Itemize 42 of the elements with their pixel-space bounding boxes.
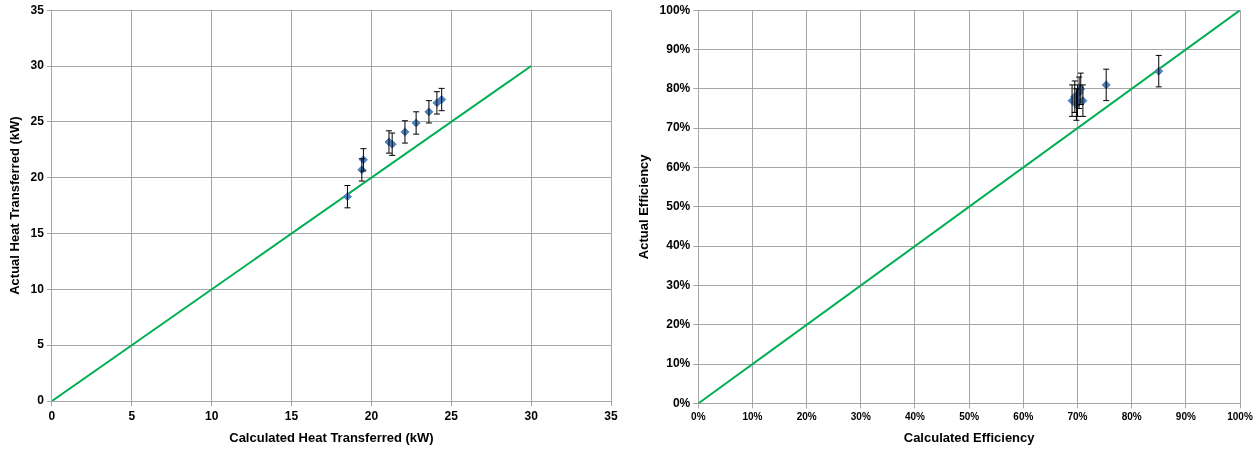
x-tick-label: 10% — [742, 411, 763, 423]
x-axis-title: Calculated Heat Transferred (kW) — [229, 429, 434, 445]
y-tick-label: 20 — [30, 170, 45, 184]
y-axis-title: Actual Heat Transferred (kW) — [7, 116, 23, 295]
x-tick-label: 50% — [959, 411, 980, 423]
y-tick-label: 25 — [30, 114, 45, 129]
y-tick-label: 90% — [666, 41, 691, 56]
x-tick-label: 35 — [604, 408, 618, 423]
x-axis-title: Calculated Efficiency — [903, 429, 1036, 445]
y-tick-label: 30% — [666, 277, 691, 292]
x-tick-label: 40% — [904, 411, 926, 423]
y-tick-label: 15 — [30, 225, 45, 240]
y-tick-label: 35 — [30, 2, 45, 17]
x-tick-label: 30 — [524, 408, 539, 423]
x-tick-label: 20% — [796, 411, 817, 423]
x-tick-label: 0% — [691, 411, 706, 423]
x-tick-label: 80% — [1121, 411, 1142, 423]
x-tick-label: 30% — [850, 411, 871, 423]
y-tick-label: 60% — [666, 159, 691, 174]
y-tick-label: 100% — [659, 2, 691, 17]
x-tick-label: 70% — [1067, 411, 1088, 423]
x-tick-label: 10 — [205, 408, 219, 423]
y-tick-label: 50% — [666, 199, 691, 214]
y-tick-label: 40% — [666, 238, 691, 253]
y-tick-label: 0% — [672, 395, 691, 410]
x-tick-label: 0 — [48, 408, 56, 423]
y-tick-label: 10 — [30, 281, 45, 296]
x-tick-label: 15 — [284, 408, 299, 423]
x-tick-label: 60% — [1013, 411, 1034, 423]
y-tick-label: 30 — [30, 58, 45, 73]
x-tick-label: 25 — [444, 408, 459, 423]
x-tick-label: 90% — [1175, 411, 1196, 423]
y-tick-label: 70% — [666, 120, 691, 135]
x-tick-label: 100% — [1227, 411, 1253, 423]
x-tick-label: 5 — [128, 408, 136, 423]
y-tick-label: 10% — [666, 356, 691, 371]
y-tick-label: 5 — [37, 337, 45, 352]
x-tick-label: 20 — [364, 408, 379, 423]
y-axis-title: Actual Efficiency — [636, 153, 652, 260]
y-tick-label: 80% — [666, 81, 691, 96]
y-tick-label: 20% — [666, 317, 691, 332]
y-tick-label: 0 — [37, 393, 45, 408]
